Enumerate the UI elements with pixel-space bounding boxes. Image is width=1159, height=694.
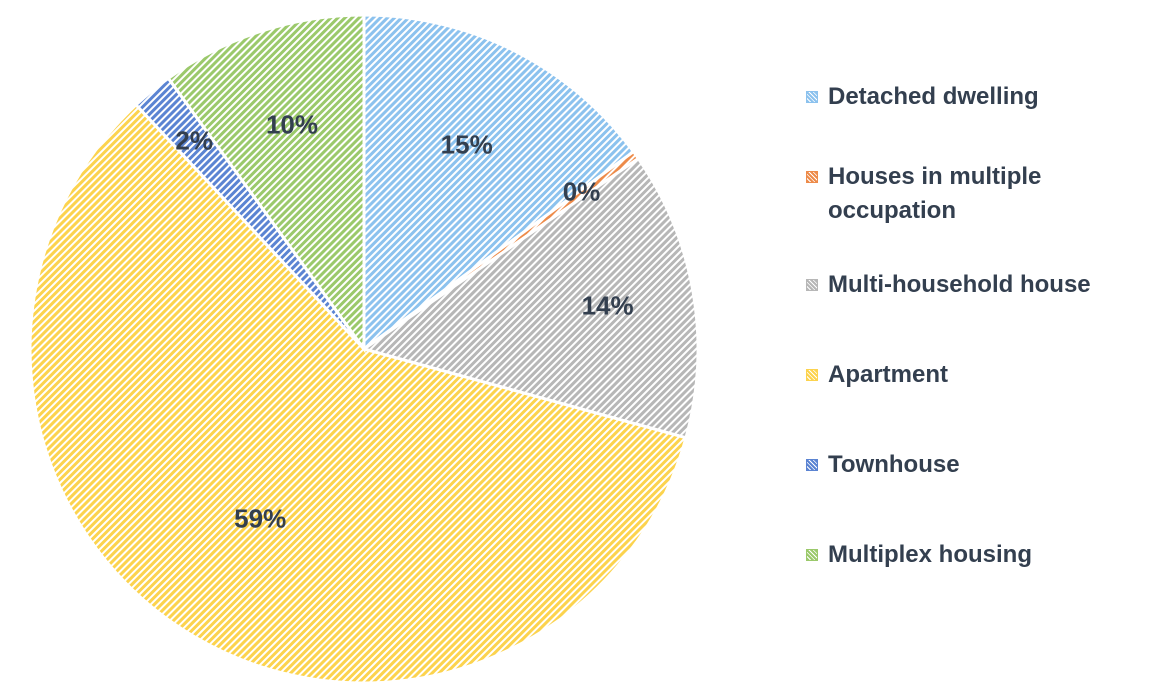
legend-swatch-houses-in-multiple-occupation — [806, 171, 818, 183]
data-label-detached-dwelling: 15% — [441, 129, 493, 159]
legend-label-multiplex-housing: Multiplex housing — [828, 541, 1032, 568]
pie-data-labels: 15% 0% 14% 59% 2% 10% — [175, 109, 633, 533]
legend-item-houses-in-multiple-occupation: Houses in multiple occupation — [806, 160, 1128, 228]
legend-label-houses-in-multiple-occupation: Houses in multiple occupation — [828, 163, 1042, 224]
legend-swatch-multi-household-house — [806, 279, 818, 291]
legend-item-detached-dwelling: Detached dwelling — [806, 80, 1128, 114]
legend-swatch-apartment — [806, 369, 818, 381]
data-label-multiplex-housing: 10% — [266, 109, 318, 139]
pie-slices — [28, 13, 700, 685]
data-label-townhouse: 2% — [175, 126, 213, 156]
pie-slice-multi-household-house — [360, 156, 700, 440]
pie-slice-detached-dwelling — [362, 13, 636, 352]
legend-label-apartment: Apartment — [828, 361, 949, 388]
legend-item-townhouse: Townhouse — [806, 448, 1128, 482]
data-label-houses-in-multiple-occupation: 0% — [563, 177, 601, 207]
data-label-multi-household-house: 14% — [582, 290, 634, 320]
legend-label-detached-dwelling: Detached dwelling — [828, 83, 1039, 110]
legend-item-multiplex-housing: Multiplex housing — [806, 538, 1128, 572]
data-label-apartment: 59% — [234, 503, 286, 533]
legend-label-townhouse: Townhouse — [828, 451, 960, 478]
legend-swatch-multiplex-housing — [806, 549, 818, 561]
legend-label-multi-household-house: Multi-household house — [828, 271, 1091, 298]
legend-item-multi-household-house: Multi-household house — [806, 268, 1128, 302]
legend-swatch-townhouse — [806, 459, 818, 471]
legend-swatch-detached-dwelling — [806, 91, 818, 103]
pie-slice-apartment — [28, 102, 688, 685]
pie-slice-multiplex-housing — [166, 13, 366, 354]
legend-item-apartment: Apartment — [806, 358, 1128, 392]
